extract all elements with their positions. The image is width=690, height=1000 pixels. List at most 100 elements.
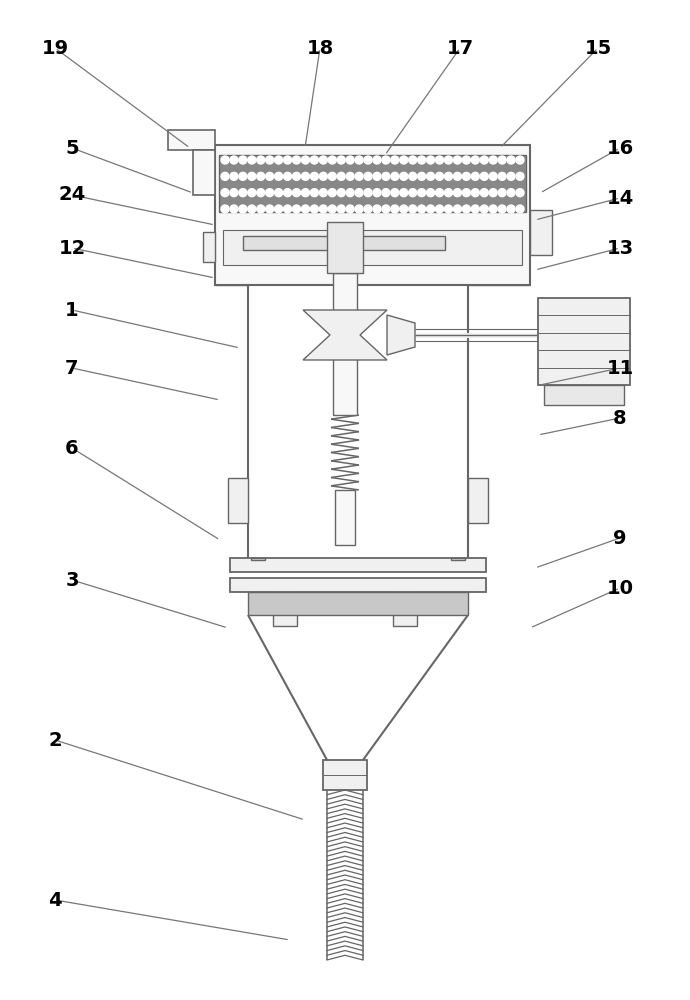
Bar: [203, 232, 215, 262]
Bar: [223, 230, 522, 265]
Polygon shape: [303, 310, 387, 360]
Circle shape: [480, 189, 489, 197]
Bar: [230, 558, 486, 572]
Circle shape: [426, 205, 435, 213]
Circle shape: [319, 189, 327, 197]
Circle shape: [471, 205, 480, 213]
Circle shape: [248, 189, 256, 197]
Circle shape: [328, 156, 336, 164]
Circle shape: [266, 205, 274, 213]
Text: 12: 12: [59, 238, 86, 257]
Circle shape: [417, 205, 426, 213]
Circle shape: [453, 205, 462, 213]
Circle shape: [302, 189, 309, 197]
Circle shape: [516, 205, 524, 213]
Text: 15: 15: [584, 38, 611, 57]
Circle shape: [382, 172, 390, 180]
Circle shape: [471, 156, 480, 164]
Circle shape: [275, 205, 283, 213]
Circle shape: [400, 172, 408, 180]
Text: 8: 8: [613, 408, 627, 428]
Circle shape: [337, 172, 345, 180]
Circle shape: [426, 172, 435, 180]
Circle shape: [489, 156, 497, 164]
Circle shape: [230, 205, 238, 213]
Circle shape: [221, 205, 229, 213]
Circle shape: [310, 172, 318, 180]
Circle shape: [346, 189, 354, 197]
Text: 24: 24: [59, 186, 86, 205]
Bar: [530, 210, 552, 255]
Circle shape: [373, 205, 381, 213]
Bar: [333, 273, 357, 415]
Circle shape: [507, 172, 515, 180]
Circle shape: [426, 156, 435, 164]
Circle shape: [275, 156, 283, 164]
Circle shape: [221, 172, 229, 180]
Circle shape: [498, 156, 506, 164]
Circle shape: [373, 172, 381, 180]
Circle shape: [221, 156, 229, 164]
Circle shape: [462, 156, 471, 164]
Circle shape: [391, 172, 399, 180]
Bar: [451, 558, 465, 560]
Circle shape: [257, 172, 265, 180]
Circle shape: [364, 205, 372, 213]
Circle shape: [221, 189, 229, 197]
Circle shape: [355, 172, 363, 180]
Circle shape: [293, 205, 301, 213]
Circle shape: [489, 172, 497, 180]
Circle shape: [391, 205, 399, 213]
Circle shape: [302, 156, 309, 164]
Circle shape: [444, 172, 453, 180]
Text: 11: 11: [607, 359, 633, 377]
Circle shape: [337, 189, 345, 197]
Circle shape: [319, 205, 327, 213]
Text: 14: 14: [607, 188, 633, 208]
Bar: [243, 236, 333, 250]
Circle shape: [310, 205, 318, 213]
Bar: [335, 490, 355, 545]
Text: 5: 5: [65, 138, 79, 157]
Circle shape: [391, 156, 399, 164]
Circle shape: [284, 205, 292, 213]
Circle shape: [408, 172, 417, 180]
Bar: [468, 478, 488, 523]
Circle shape: [453, 189, 462, 197]
Circle shape: [364, 156, 372, 164]
Circle shape: [435, 205, 444, 213]
Circle shape: [408, 205, 417, 213]
Circle shape: [435, 156, 444, 164]
Circle shape: [444, 156, 453, 164]
Circle shape: [373, 156, 381, 164]
Bar: [219, 155, 526, 212]
Circle shape: [516, 156, 524, 164]
Bar: [393, 614, 417, 626]
Bar: [271, 592, 299, 614]
Bar: [538, 298, 630, 385]
Text: 16: 16: [607, 138, 633, 157]
Circle shape: [489, 205, 497, 213]
Circle shape: [302, 172, 309, 180]
Circle shape: [248, 205, 256, 213]
Circle shape: [453, 156, 462, 164]
Text: 4: 4: [48, 890, 62, 910]
Circle shape: [462, 189, 471, 197]
Circle shape: [471, 189, 480, 197]
Circle shape: [444, 205, 453, 213]
Bar: [323, 760, 367, 790]
Circle shape: [426, 189, 435, 197]
Bar: [251, 558, 265, 560]
Circle shape: [310, 156, 318, 164]
Circle shape: [275, 189, 283, 197]
Bar: [228, 478, 248, 523]
Circle shape: [408, 156, 417, 164]
Circle shape: [417, 189, 426, 197]
Circle shape: [257, 205, 265, 213]
Circle shape: [239, 189, 247, 197]
Text: 3: 3: [66, 570, 79, 589]
Polygon shape: [387, 315, 415, 355]
Circle shape: [498, 189, 506, 197]
Text: 1: 1: [65, 300, 79, 320]
Circle shape: [328, 205, 336, 213]
